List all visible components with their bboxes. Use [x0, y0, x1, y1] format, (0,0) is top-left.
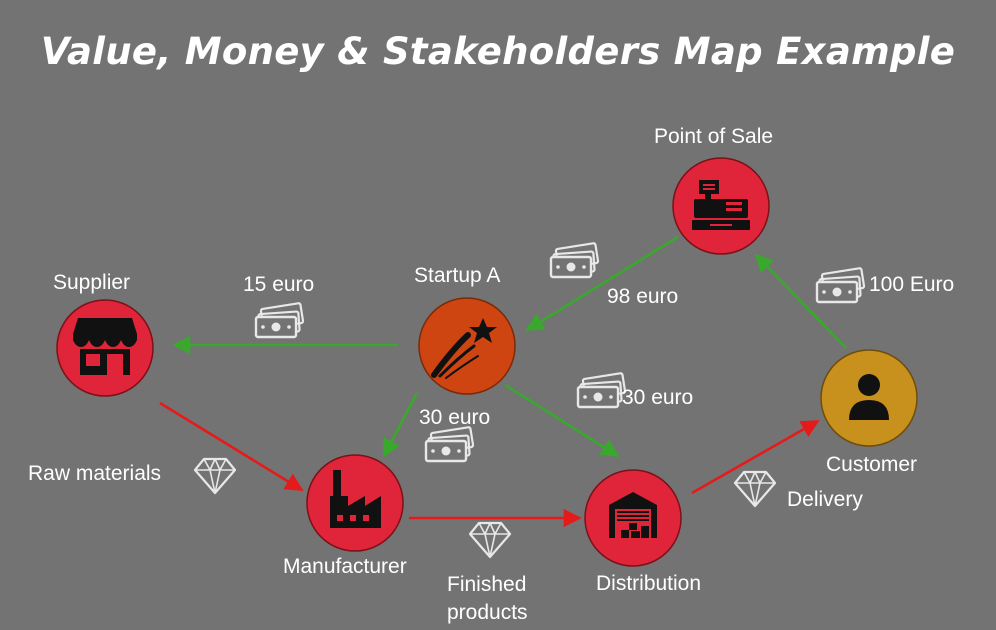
flow-customer-to-pos [754, 253, 847, 349]
node-label-customer: Customer [826, 453, 918, 476]
flow-startup-to-distribution [504, 383, 620, 458]
flow-distribution-to-customer [691, 419, 820, 495]
money-label-customer-to-pos: 100 Euro [869, 273, 955, 296]
money-icon [549, 241, 600, 279]
value-label-finished: Finished [447, 573, 527, 596]
cash-register-icon [692, 180, 750, 230]
warehouse-icon [609, 492, 657, 538]
diamond-icon [193, 457, 237, 495]
node-supplier [56, 299, 154, 397]
money-icon [815, 266, 866, 304]
value-label-raw-materials: Raw materials [28, 462, 162, 485]
diamond-icon [733, 470, 777, 508]
page-title: Value, Money & Stakeholders Map Example [40, 30, 956, 73]
node-label-distribution: Distribution [596, 572, 702, 595]
flow-startup-to-manufacturer [382, 392, 419, 458]
person-icon [849, 374, 889, 420]
factory-icon [330, 470, 381, 528]
money-icon [576, 371, 627, 409]
money-label-startup-to-manufacturer: 30 euro [419, 406, 491, 429]
node-customer [820, 349, 918, 447]
node-label-supplier: Supplier [53, 271, 131, 294]
storefront-icon [73, 318, 137, 375]
diamond-icon [468, 521, 512, 559]
money-label-startup-to-distribution: 30 euro [622, 386, 694, 409]
money-label-startup-to-supplier: 15 euro [243, 273, 315, 296]
node-startup [418, 297, 516, 395]
money-icon [424, 425, 475, 463]
flow-supplier-to-manufacturer [159, 401, 304, 492]
flow-pos-to-startup [525, 235, 679, 332]
node-label-startup: Startup A [414, 264, 501, 287]
shooting-star-icon [431, 318, 497, 379]
money-label-pos-to-startup: 98 euro [607, 285, 679, 308]
value-label-delivery: Delivery [787, 488, 863, 511]
money-icon [254, 301, 305, 339]
node-label-point-of-sale: Point of Sale [654, 125, 774, 148]
node-label-manufacturer: Manufacturer [283, 555, 407, 578]
value-label-products: products [447, 601, 528, 624]
